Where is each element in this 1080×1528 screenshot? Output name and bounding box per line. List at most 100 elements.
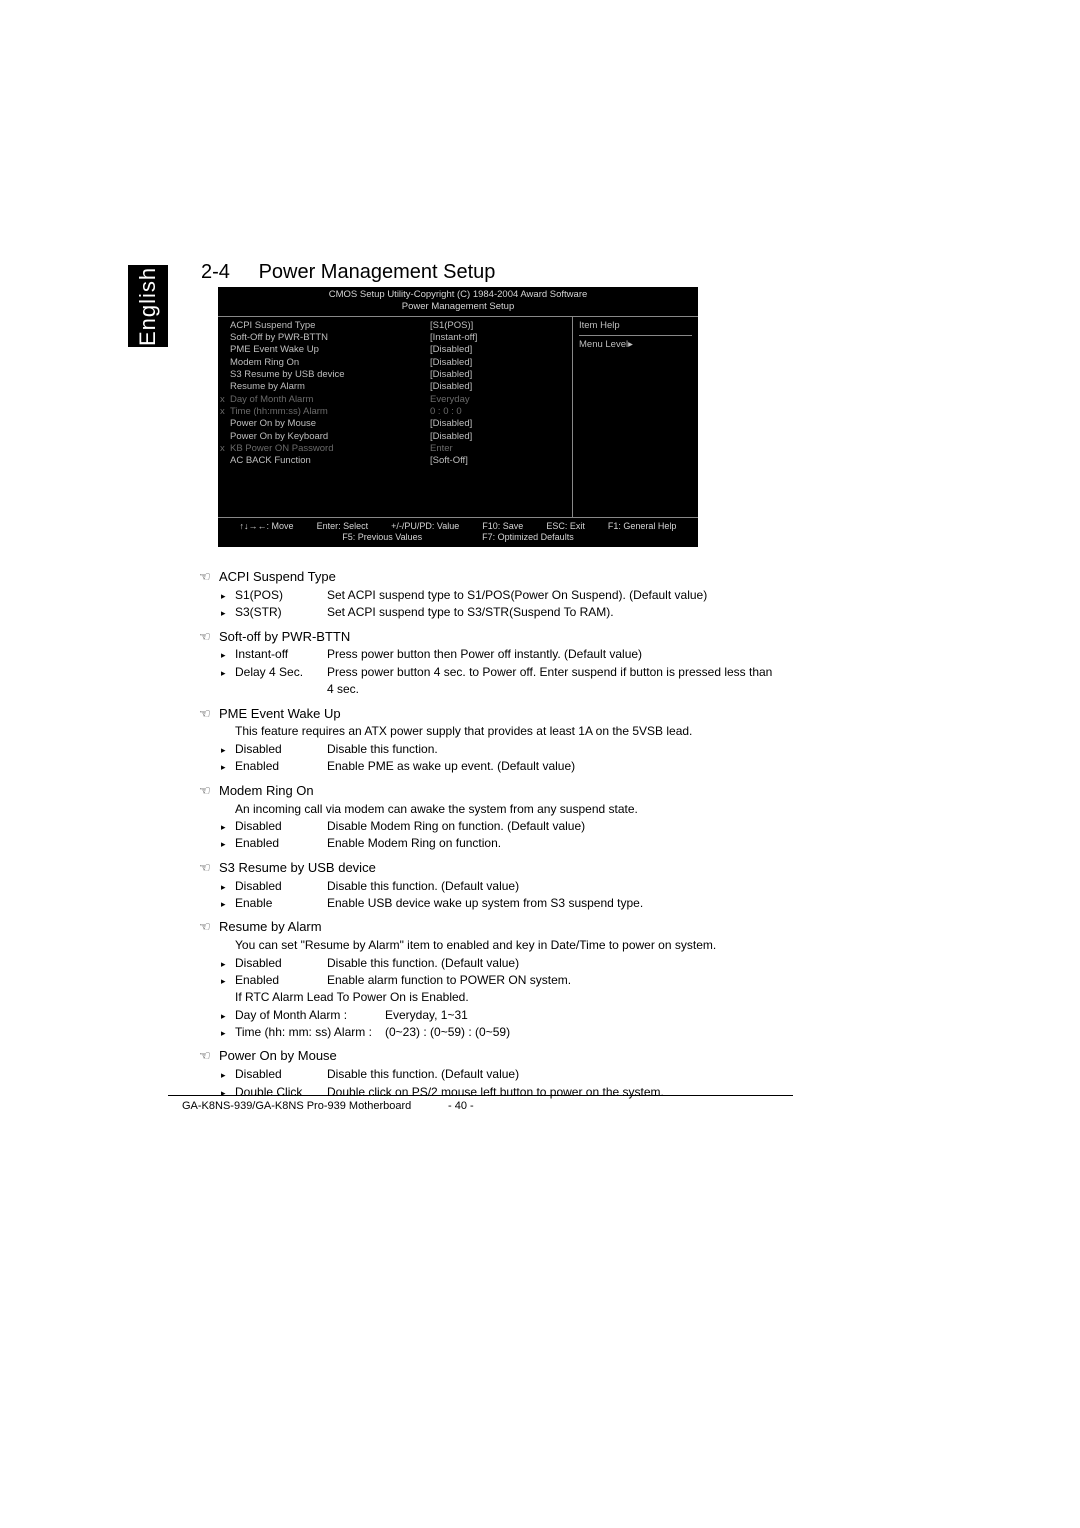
option-row: DisabledDisable this function. — [235, 741, 779, 758]
bios-row-label: Power On by Keyboard — [230, 431, 430, 443]
bios-row: Soft-Off by PWR-BTTN[Instant-off] — [230, 332, 566, 344]
footer-page-number: - 40 - — [448, 1100, 474, 1112]
bios-row: KB Power ON PasswordEnter — [230, 443, 566, 455]
bios-footer-hint: F5: Previous Values — [342, 532, 422, 544]
bios-row: AC BACK Function[Soft-Off] — [230, 455, 566, 467]
bios-row-value: [Instant-off] — [430, 332, 566, 344]
option-desc: Enable PME as wake up event. (Default va… — [327, 758, 779, 775]
option-key: Disabled — [235, 955, 327, 972]
bios-header: CMOS Setup Utility-Copyright (C) 1984-20… — [218, 287, 698, 316]
bios-footer-hint: ESC: Exit — [546, 521, 585, 533]
bios-footer-row2: F5: Previous Values F7: Optimized Default… — [218, 532, 698, 544]
option-heading: Modem Ring On — [219, 782, 779, 801]
option-key: Enabled — [235, 758, 327, 775]
bios-row: Modem Ring On[Disabled] — [230, 357, 566, 369]
bios-row-value: [Disabled] — [430, 381, 566, 393]
option-row: Instant-offPress power button then Power… — [235, 646, 779, 663]
option-heading: ACPI Suspend Type — [219, 568, 779, 587]
option-row: Delay 4 Sec.Press power button 4 sec. to… — [235, 664, 779, 699]
bios-header-line2: Power Management Setup — [218, 301, 698, 313]
bios-row-value: [Disabled] — [430, 357, 566, 369]
option-desc: Double click on PS/2 mouse left button t… — [327, 1084, 779, 1101]
option-desc: Set ACPI suspend type to S1/POS(Power On… — [327, 587, 779, 604]
option-desc: Press power button 4 sec. to Power off. … — [327, 664, 779, 699]
bios-row-label: Day of Month Alarm — [230, 394, 430, 406]
section-number: 2-4 — [201, 261, 253, 284]
option-desc: Enable USB device wake up system from S3… — [327, 895, 779, 912]
bios-body: ACPI Suspend Type[S1(POS)]Soft-Off by PW… — [218, 316, 698, 518]
bios-row-value: Everyday — [430, 394, 566, 406]
bios-row-label: ACPI Suspend Type — [230, 320, 430, 332]
option-row: EnabledEnable Modem Ring on function. — [235, 835, 779, 852]
option-key: Double Click — [235, 1084, 327, 1101]
option-subdesc: (0~23) : (0~59) : (0~59) — [385, 1024, 779, 1041]
option-key: Disabled — [235, 878, 327, 895]
option-intro: An incoming call via modem can awake the… — [235, 801, 779, 818]
bios-row: Time (hh:mm:ss) Alarm0 : 0 : 0 — [230, 406, 566, 418]
section-heading: 2-4 Power Management Setup — [201, 261, 495, 284]
option-subrow: Day of Month Alarm :Everyday, 1~31 — [235, 1007, 779, 1024]
bios-row: Power On by Mouse[Disabled] — [230, 418, 566, 430]
option-key: Disabled — [235, 1066, 327, 1083]
option-subdesc: Everyday, 1~31 — [385, 1007, 779, 1024]
bios-footer-hint: F10: Save — [482, 521, 523, 533]
bios-row-label: Time (hh:mm:ss) Alarm — [230, 406, 430, 418]
option-subkey: Time (hh: mm: ss) Alarm : — [235, 1024, 385, 1041]
bios-footer-hint: F7: Optimized Defaults — [482, 532, 574, 544]
footer-divider — [168, 1095, 793, 1096]
option-desc: Disable this function. (Default value) — [327, 955, 779, 972]
bios-footer-hint: Enter: Select — [317, 521, 369, 533]
bios-footer-hint: +/-/PU/PD: Value — [391, 521, 459, 533]
option-descriptions: ACPI Suspend TypeS1(POS)Set ACPI suspend… — [219, 562, 779, 1101]
option-key: S3(STR) — [235, 604, 327, 621]
menu-level-label: Menu Level▸ — [579, 339, 692, 351]
option-heading: S3 Resume by USB device — [219, 859, 779, 878]
option-key: Enable — [235, 895, 327, 912]
bios-row: PME Event Wake Up[Disabled] — [230, 344, 566, 356]
option-key: S1(POS) — [235, 587, 327, 604]
language-tab: English — [128, 265, 168, 347]
bios-row-label: Soft-Off by PWR-BTTN — [230, 332, 430, 344]
option-row: DisabledDisable Modem Ring on function. … — [235, 818, 779, 835]
option-intro: You can set "Resume by Alarm" item to en… — [235, 937, 779, 954]
option-postnote: If RTC Alarm Lead To Power On is Enabled… — [235, 989, 779, 1006]
option-desc: Disable this function. — [327, 741, 779, 758]
option-heading: Resume by Alarm — [219, 918, 779, 937]
bios-row: ACPI Suspend Type[S1(POS)] — [230, 320, 566, 332]
bios-settings-list: ACPI Suspend Type[S1(POS)]Soft-Off by PW… — [218, 317, 573, 517]
bios-row: Power On by Keyboard[Disabled] — [230, 431, 566, 443]
bios-row-value: Enter — [430, 443, 566, 455]
bios-header-line1: CMOS Setup Utility-Copyright (C) 1984-20… — [218, 289, 698, 301]
bios-row-label: PME Event Wake Up — [230, 344, 430, 356]
option-desc: Set ACPI suspend type to S3/STR(Suspend … — [327, 604, 779, 621]
option-key: Instant-off — [235, 646, 327, 663]
option-row: EnabledEnable alarm function to POWER ON… — [235, 972, 779, 989]
option-row: Double ClickDouble click on PS/2 mouse l… — [235, 1084, 779, 1101]
option-heading: PME Event Wake Up — [219, 705, 779, 724]
option-row: EnableEnable USB device wake up system f… — [235, 895, 779, 912]
option-heading: Power On by Mouse — [219, 1047, 779, 1066]
bios-footer-row1: ↑↓→←: MoveEnter: Select+/-/PU/PD: ValueF… — [218, 521, 698, 533]
option-row: DisabledDisable this function. (Default … — [235, 1066, 779, 1083]
option-desc: Disable this function. (Default value) — [327, 1066, 779, 1083]
bios-row-value: 0 : 0 : 0 — [430, 406, 566, 418]
option-desc: Press power button then Power off instan… — [327, 646, 779, 663]
option-desc: Enable Modem Ring on function. — [327, 835, 779, 852]
option-key: Enabled — [235, 835, 327, 852]
bios-help-panel: Item Help Menu Level▸ — [573, 317, 698, 517]
bios-row-label: Power On by Mouse — [230, 418, 430, 430]
option-heading: Soft-off by PWR-BTTN — [219, 628, 779, 647]
document-page: English 2-4 Power Management Setup CMOS … — [0, 0, 1080, 1528]
option-row: DisabledDisable this function. (Default … — [235, 955, 779, 972]
footer-model: GA-K8NS-939/GA-K8NS Pro-939 Motherboard — [182, 1100, 411, 1112]
bios-row-value: [S1(POS)] — [430, 320, 566, 332]
option-row: S1(POS)Set ACPI suspend type to S1/POS(P… — [235, 587, 779, 604]
bios-row-value: [Disabled] — [430, 369, 566, 381]
bios-screenshot: CMOS Setup Utility-Copyright (C) 1984-20… — [218, 287, 698, 547]
option-row: S3(STR)Set ACPI suspend type to S3/STR(S… — [235, 604, 779, 621]
option-key: Disabled — [235, 818, 327, 835]
option-row: EnabledEnable PME as wake up event. (Def… — [235, 758, 779, 775]
item-help-label: Item Help — [579, 320, 692, 332]
option-intro: This feature requires an ATX power suppl… — [235, 723, 779, 740]
option-row: DisabledDisable this function. (Default … — [235, 878, 779, 895]
